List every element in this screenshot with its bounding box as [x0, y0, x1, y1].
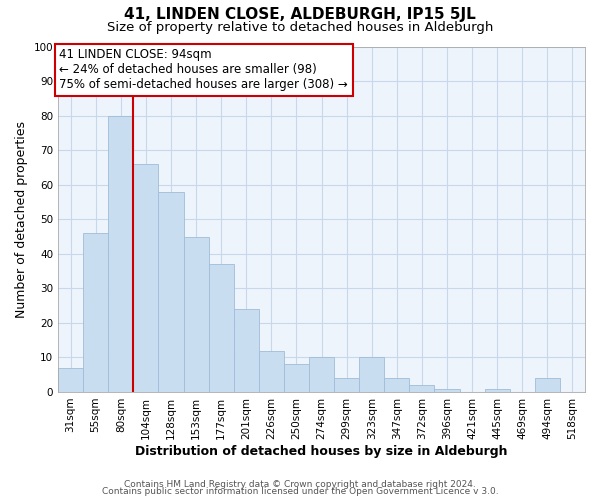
Bar — [284, 364, 309, 392]
Bar — [384, 378, 409, 392]
Bar — [409, 385, 434, 392]
Text: 41, LINDEN CLOSE, ALDEBURGH, IP15 5JL: 41, LINDEN CLOSE, ALDEBURGH, IP15 5JL — [124, 8, 476, 22]
Bar — [334, 378, 359, 392]
Bar — [485, 388, 510, 392]
Bar — [259, 350, 284, 392]
Bar — [535, 378, 560, 392]
Bar — [133, 164, 158, 392]
Text: 41 LINDEN CLOSE: 94sqm
← 24% of detached houses are smaller (98)
75% of semi-det: 41 LINDEN CLOSE: 94sqm ← 24% of detached… — [59, 48, 348, 91]
Bar — [434, 388, 460, 392]
Bar — [309, 358, 334, 392]
Y-axis label: Number of detached properties: Number of detached properties — [15, 120, 28, 318]
Text: Size of property relative to detached houses in Aldeburgh: Size of property relative to detached ho… — [107, 21, 493, 34]
Bar — [359, 358, 384, 392]
Bar — [209, 264, 233, 392]
Text: Contains public sector information licensed under the Open Government Licence v : Contains public sector information licen… — [101, 487, 499, 496]
Bar — [233, 309, 259, 392]
Bar — [58, 368, 83, 392]
X-axis label: Distribution of detached houses by size in Aldeburgh: Distribution of detached houses by size … — [135, 444, 508, 458]
Bar — [158, 192, 184, 392]
Bar — [83, 233, 108, 392]
Bar — [184, 236, 209, 392]
Text: Contains HM Land Registry data © Crown copyright and database right 2024.: Contains HM Land Registry data © Crown c… — [124, 480, 476, 489]
Bar — [108, 116, 133, 392]
